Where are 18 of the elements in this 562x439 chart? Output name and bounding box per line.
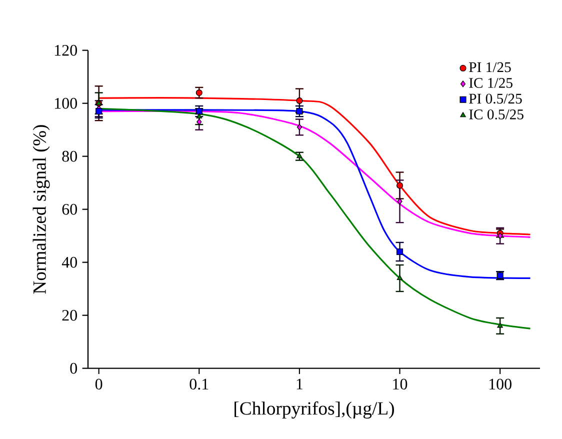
- y-tick-label: 100: [55, 98, 77, 109]
- y-tick-label: 60: [62, 204, 77, 215]
- legend-label: PI 0.5/25: [469, 94, 522, 104]
- x-tick-label: 0.1: [190, 378, 208, 390]
- x-tick-label: 10: [393, 378, 408, 390]
- y-tick-label: 0: [70, 362, 77, 374]
- legend-label: IC 1/25: [469, 78, 512, 88]
- y-tick-label: 120: [55, 44, 77, 56]
- y-tick-label: 40: [62, 256, 77, 268]
- x-tick-label: 100: [489, 378, 512, 390]
- y-tick-label: 20: [62, 310, 77, 321]
- x-tick-label: 0: [95, 378, 102, 390]
- y-axis-title: Normalized signal (%): [32, 125, 50, 294]
- x-axis-title: [Chlorpyrifos],(µg/L): [234, 401, 394, 419]
- y-tick-label: 80: [62, 150, 77, 162]
- x-tick-label: 1: [296, 378, 302, 390]
- legend-label: PI 1/25: [469, 62, 511, 72]
- legend-label: IC 0.5/25: [469, 109, 524, 120]
